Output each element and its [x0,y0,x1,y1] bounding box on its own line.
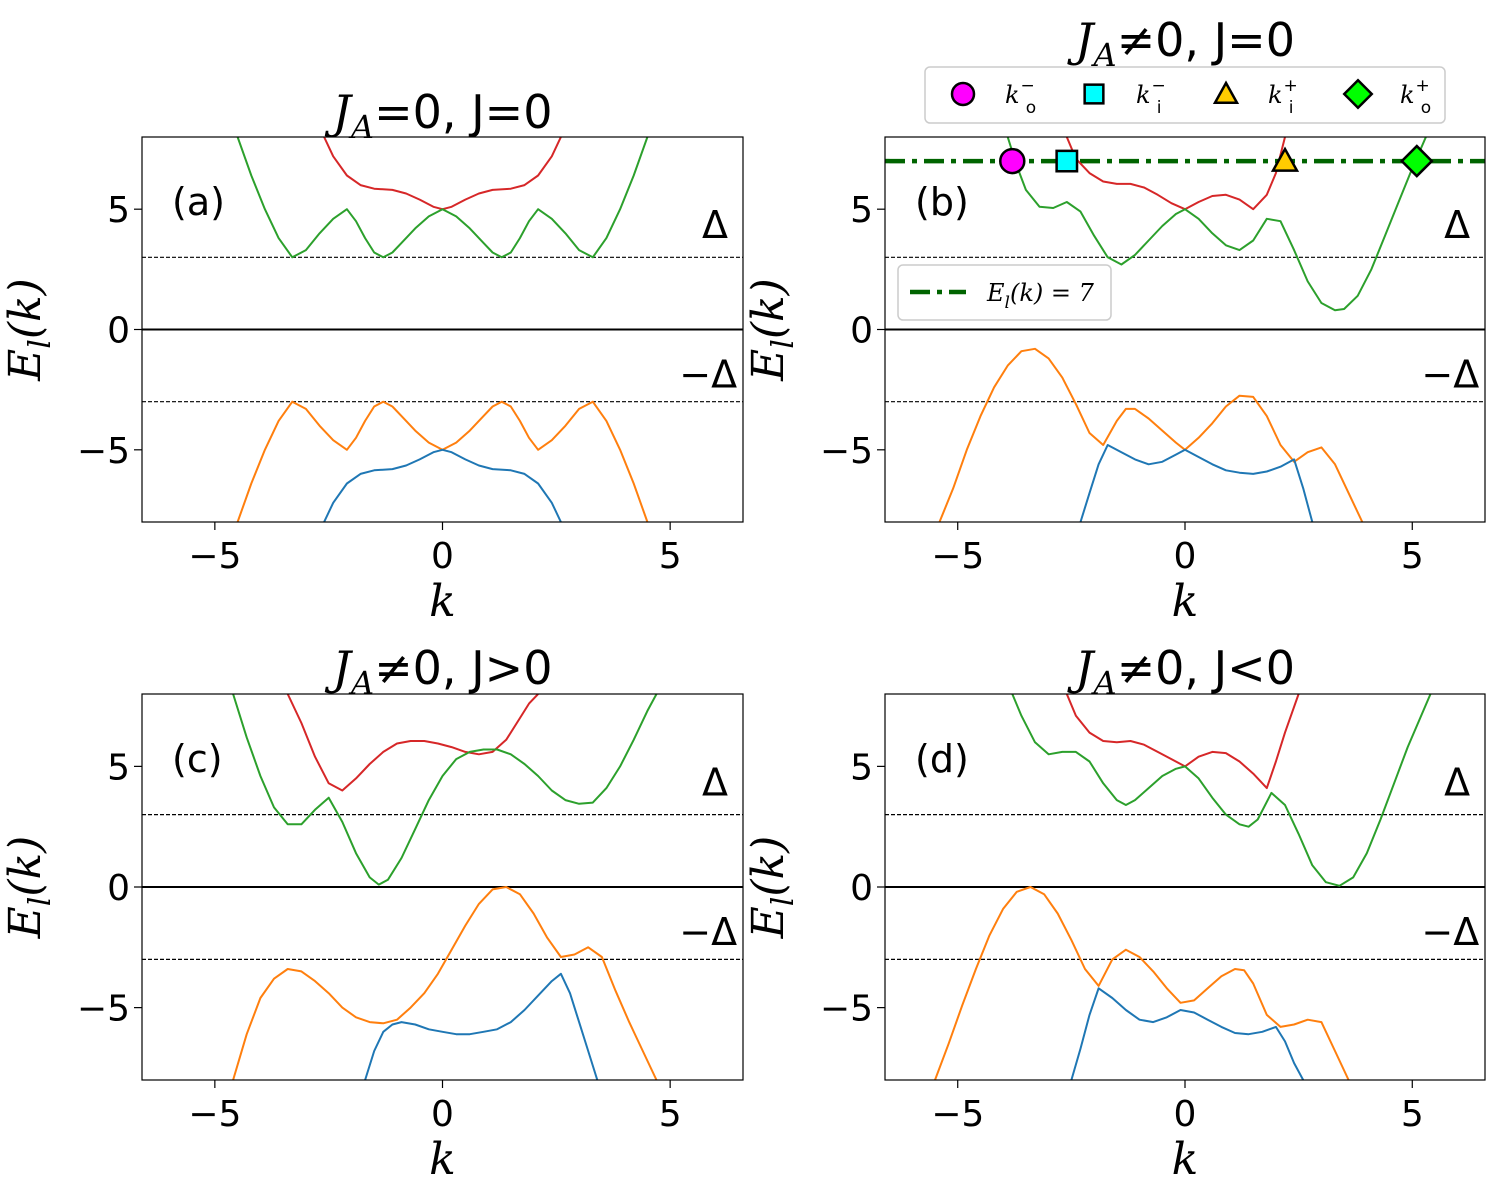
y-tick-label: 5 [850,747,873,788]
gap-annotation: −Δ [1421,910,1479,954]
x-tick-label: −5 [931,536,984,577]
legend-box [897,264,1112,321]
gap-annotation: −Δ [1421,352,1479,396]
panel-title: JA=0, J=0 [325,85,553,146]
panel-title: JA≠0, J<0 [1067,641,1295,702]
y-axis-label: El(k) [0,836,58,940]
gap-annotation: Δ [1444,203,1470,247]
band-line-1 [1011,694,1432,887]
panel-tag: (a) [172,180,225,224]
band-line-3 [323,448,562,522]
y-tick-label: 5 [107,190,130,231]
legend-marker-circle [950,81,976,107]
panel-title: JA≠0, J>0 [325,641,553,702]
bands [236,137,649,522]
x-axis-label: k [429,1134,456,1185]
legend-label: k− i [1136,76,1166,118]
band-line-3 [364,972,599,1080]
band-line-2 [232,886,658,1080]
legend-label: k− o [1005,76,1036,118]
y-tick-label: 5 [107,747,130,788]
marker-diamond [1400,144,1434,178]
x-tick-label: 0 [431,1094,454,1135]
legend-marker-square [1083,83,1105,105]
panel-tag: (d) [915,737,969,781]
x-tick-label: 5 [659,536,682,577]
x-axis-label: k [429,576,456,627]
panel-title: JA≠0, J=0 [1067,13,1295,74]
x-tick-label: 5 [1401,1094,1424,1135]
gap-annotation: Δ [702,760,728,804]
marker-square [1055,149,1079,173]
legend-label: El(k) = 7 [986,279,1095,313]
x-axis-label: k [1172,576,1199,627]
gap-annotation: Δ [702,203,728,247]
band-line-2 [934,886,1350,1080]
bands [934,694,1432,1080]
bands [938,137,1427,522]
legend-box [924,66,1446,124]
x-tick-label: −5 [931,1094,984,1135]
band-line-1 [232,694,658,886]
y-axis-label: El(k) [743,836,801,940]
panel-d: −5 0 5 −5 0 5 k El(k) JA≠0, J<0 (d) Δ −Δ [743,641,1486,1185]
panel-a: −5 0 5 −5 0 5 k El(k) JA=0, J=0 (a) Δ −Δ [0,85,744,627]
band-line-3 [1079,444,1314,522]
x-tick-label: 0 [1174,1094,1197,1135]
y-tick-label: 5 [850,190,873,231]
y-tick-label: 0 [107,311,130,352]
band-line-0 [1065,694,1300,790]
y-tick-label: −5 [820,431,873,472]
y-axis-label: El(k) [743,278,801,382]
y-tick-label: −5 [77,431,130,472]
legend-marker-triangle [1212,80,1240,105]
band-line-1 [1006,137,1427,312]
gap-annotation: −Δ [679,910,737,954]
band-line-1 [236,137,649,259]
y-tick-label: −5 [820,989,873,1030]
x-tick-label: −5 [188,536,241,577]
band-line-2 [938,347,1364,522]
legend-marker-diamond [1342,78,1374,110]
bands [232,694,658,1080]
panel-b: −5 0 5 −5 0 5 k El(k) JA≠0, J=0 (b) Δ −Δ [743,13,1486,627]
x-tick-label: 0 [431,536,454,577]
panel-c: −5 0 5 −5 0 5 k El(k) JA≠0, J>0 (c) Δ −Δ [0,641,744,1185]
legend-label: k+ o [1400,76,1431,118]
marker-circle [999,147,1026,175]
band-line-3 [1070,987,1305,1080]
legend-label: k+ i [1268,76,1298,118]
x-axis-label: k [1172,1134,1199,1185]
line-legend: El(k) = 7 [897,264,1112,321]
y-tick-label: 0 [850,311,873,352]
panel-tag: (c) [172,737,223,781]
x-tick-label: 0 [1174,536,1197,577]
marker-triangle [1270,146,1300,172]
y-axis-label: El(k) [0,278,58,382]
y-tick-label: 0 [850,868,873,909]
marker-legend: k− o k− i k+ i k+ o [924,66,1446,124]
x-tick-label: 5 [659,1094,682,1135]
band-line-0 [1065,137,1286,211]
band-line-0 [323,137,562,211]
panel-tag: (b) [915,180,969,224]
gap-annotation: Δ [1444,760,1470,804]
band-line-2 [236,400,649,522]
x-tick-label: −5 [188,1094,241,1135]
x-tick-label: 5 [1401,536,1424,577]
y-tick-label: −5 [77,989,130,1030]
gap-annotation: −Δ [679,352,737,396]
y-tick-label: 0 [107,868,130,909]
band-line-0 [286,694,539,792]
